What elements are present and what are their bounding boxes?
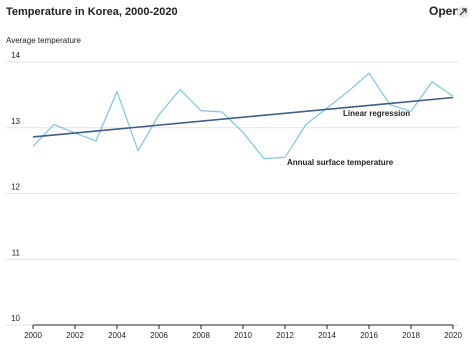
x-tick-label: 2014 xyxy=(318,331,336,340)
chart-title: Temperature in Korea, 2000-2020 xyxy=(6,6,178,18)
series-label: Linear regression xyxy=(343,109,410,118)
series-label: Annual surface temperature xyxy=(287,158,394,167)
open-button[interactable]: Open xyxy=(429,4,469,18)
y-tick-label: 10 xyxy=(11,314,20,323)
series-line xyxy=(32,72,454,160)
x-tick-label: 2016 xyxy=(360,331,378,340)
y-tick-label: 14 xyxy=(11,51,20,60)
open-label[interactable]: Open xyxy=(429,4,460,18)
x-tick-label: 2006 xyxy=(150,331,168,340)
y-axis-label: Average temperature xyxy=(6,36,82,45)
x-tick-label: 2002 xyxy=(66,331,84,340)
x-tick-label: 2012 xyxy=(276,331,294,340)
y-tick-label: 13 xyxy=(11,117,20,126)
x-tick-label: 2018 xyxy=(402,331,420,340)
x-tick-label: 2020 xyxy=(444,331,462,340)
x-tick-label: 2000 xyxy=(24,331,42,340)
x-tick-label: 2010 xyxy=(234,331,252,340)
y-tick-label: 11 xyxy=(12,248,21,257)
open-icon-arrow xyxy=(459,8,467,16)
y-tick-label: 12 xyxy=(11,183,20,192)
x-tick-label: 2008 xyxy=(192,331,210,340)
x-tick-label: 2004 xyxy=(108,331,126,340)
series-line xyxy=(32,96,454,138)
